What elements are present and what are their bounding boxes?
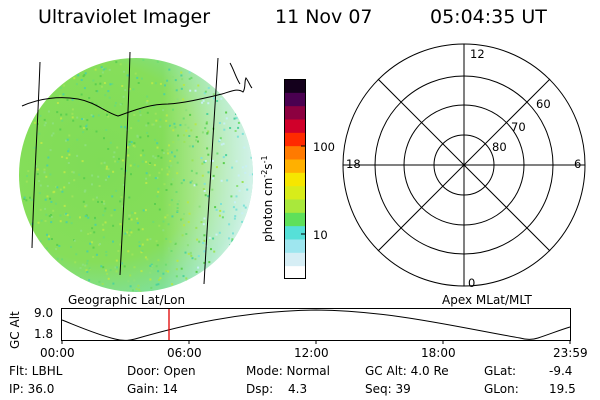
tick-23-59: 23:59 — [553, 346, 588, 360]
colorbar — [284, 79, 306, 279]
gain-info: Gain: 14 — [127, 382, 178, 396]
polar-label-18: 18 — [346, 157, 361, 171]
glat-label: GLat: — [484, 364, 517, 378]
ip-info: IP: 36.0 — [9, 382, 55, 396]
polar-diagonal-2 — [377, 78, 551, 252]
colorbar-step — [284, 145, 306, 160]
mode-info: Mode: Normal — [246, 364, 330, 378]
tick-00-00: 00:00 — [40, 346, 75, 360]
colorbar-step — [284, 252, 306, 267]
colorbar-step — [284, 119, 306, 133]
colorbar-step — [284, 212, 306, 227]
altitude-curve — [61, 309, 571, 341]
polar-label-70: 70 — [511, 120, 526, 134]
tick-06-00: 06:00 — [167, 346, 202, 360]
filter-info: Flt: LBHL — [9, 364, 63, 378]
instrument-title: Ultraviolet Imager — [38, 6, 211, 28]
glon-value: 19.5 — [549, 382, 576, 396]
colorbar-step — [284, 132, 306, 147]
colorbar-tick-100: 100 — [313, 140, 335, 154]
gc-alt-info: GC Alt: 4.0 Re — [365, 364, 449, 378]
polar-label-12: 12 — [470, 47, 485, 61]
timeline-right-label: Apex MLat/MLT — [442, 293, 532, 307]
colorbar-tick-10: 10 — [313, 228, 328, 242]
colorbar-step — [284, 79, 306, 93]
colorbar-step — [284, 159, 306, 173]
door-info: Door: Open — [127, 364, 196, 378]
dsp-label: Dsp: — [246, 382, 274, 396]
timeline-y-min: 1.8 — [34, 327, 54, 341]
colorbar-step — [284, 105, 306, 120]
colorbar-step — [284, 225, 306, 240]
dsp-value: 4.3 — [288, 382, 308, 396]
polar-label-60: 60 — [536, 97, 551, 111]
tick-18-00: 18:00 — [421, 346, 456, 360]
colorbar-step — [284, 172, 306, 187]
observation-date: 11 Nov 07 — [275, 6, 373, 28]
glon-label: GLon: — [484, 382, 519, 396]
observation-time: 05:04:35 UT — [430, 6, 547, 28]
polar-label-0: 0 — [468, 276, 476, 290]
timeline-ticks — [61, 340, 571, 344]
colorbar-step — [284, 199, 306, 213]
seq-info: Seq: 39 — [365, 382, 411, 396]
polar-label-6: 6 — [574, 157, 582, 171]
colorbar-step — [284, 239, 306, 253]
image-disk — [19, 58, 253, 292]
timeline-frame — [61, 308, 571, 341]
timeline-left-label: Geographic Lat/Lon — [68, 293, 186, 307]
colorbar-step — [284, 265, 306, 279]
polar-label-80: 80 — [492, 140, 507, 154]
glat-value: -9.4 — [549, 364, 573, 378]
geographic-grid — [21, 51, 253, 285]
tick-12-00: 12:00 — [294, 346, 329, 360]
colorbar-step — [284, 185, 306, 200]
timeline-y-max: 9.0 — [34, 306, 54, 320]
colorbar-step — [284, 92, 306, 107]
